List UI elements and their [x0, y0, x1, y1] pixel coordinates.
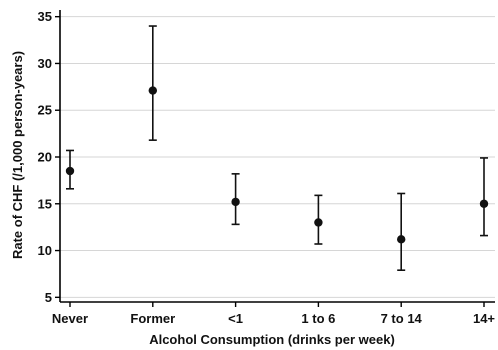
x-tick-label: 14+ [473, 311, 495, 326]
data-point [479, 199, 489, 208]
gridlines [60, 16, 495, 298]
y-tick-label: 5 [45, 290, 52, 305]
x-tick-label: Never [52, 311, 88, 326]
y-tick-label: 15 [38, 196, 52, 211]
data-points [65, 86, 489, 244]
x-tick-label: 7 to 14 [381, 311, 423, 326]
data-point [65, 166, 75, 176]
x-tick-labels: Never Former <1 1 to 6 7 to 14 14+ [52, 311, 495, 326]
error-bar [397, 192, 406, 271]
data-point [314, 218, 323, 227]
y-tick-label: 25 [38, 103, 52, 118]
y-tick-label: 30 [38, 56, 52, 71]
axes [55, 10, 495, 307]
x-tick-label: Former [130, 311, 175, 326]
y-tick-label: 35 [38, 9, 52, 24]
data-point [148, 86, 157, 95]
x-tick-label: 1 to 6 [301, 311, 335, 326]
y-tick-label: 10 [38, 243, 52, 258]
x-axis-title: Alcohol Consumption (drinks per week) [149, 332, 395, 347]
data-point [397, 235, 406, 244]
error-bar [480, 157, 488, 237]
y-axis-title: Rate of CHF (/1,000 person-years) [10, 51, 25, 259]
data-point [231, 197, 240, 207]
error-bars [66, 25, 488, 271]
x-tick-label: <1 [228, 311, 243, 326]
error-bar [148, 25, 157, 141]
y-tick-label: 20 [38, 150, 52, 165]
y-tick-labels: 5 10 15 20 25 30 35 [38, 9, 52, 305]
